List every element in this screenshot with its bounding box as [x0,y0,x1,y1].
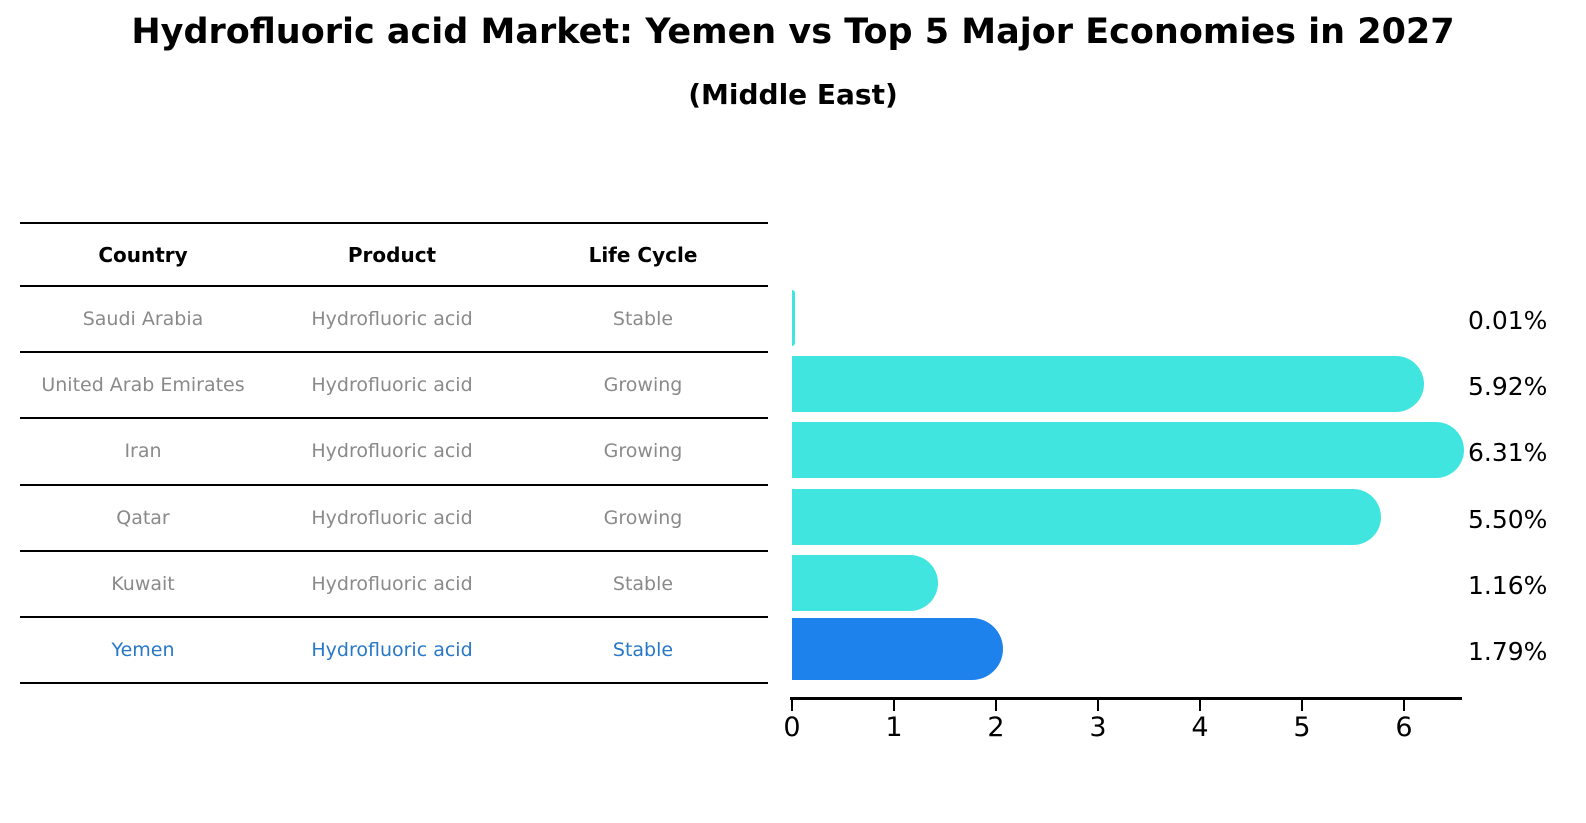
table-row-saudi-arabia: Saudi Arabia Hydrofluoric acid Stable [20,285,768,351]
value-label-qatar: 5.50% [1468,504,1548,534]
table-row-qatar: Qatar Hydrofluoric acid Growing [20,483,768,550]
x-tick [893,700,895,711]
country-cell: Iran [124,440,162,463]
chart-title: Hydrofluoric acid Market: Yemen vs Top 5… [131,12,1455,52]
value-label-iran: 6.31% [1468,438,1548,468]
country-cell: Saudi Arabia [82,308,204,331]
x-tick [1403,700,1405,711]
value-label-saudi-arabia: 0.01% [1468,306,1548,336]
x-tick-label: 2 [987,712,1005,743]
country-cell: Qatar [116,506,170,529]
x-tick [995,700,997,711]
product-cell: Hydrofluoric acid [311,506,473,529]
bar-qatar [792,488,1381,545]
x-tick [1097,700,1099,711]
x-tick-label: 6 [1395,712,1413,743]
country-cell: Yemen [111,639,175,662]
x-tick [791,700,793,711]
x-tick-label: 3 [1089,712,1107,743]
product-cell: Hydrofluoric acid [311,639,473,662]
country-cell: Kuwait [111,572,175,595]
table-row-iran: Iran Hydrofluoric acid Growing [20,417,768,483]
table-row-yemen: Yemen Hydrofluoric acid Stable [20,615,768,682]
column-header-country: Country [98,242,188,267]
product-cell: Hydrofluoric acid [311,440,473,463]
product-cell: Hydrofluoric acid [311,572,473,595]
country-cell: United Arab Emirates [41,374,245,397]
x-tick [1301,700,1303,711]
column-header-product: Product [347,242,437,267]
life-cycle-cell: Growing [603,440,683,463]
x-tick-label: 1 [885,712,903,743]
table-row-united-arab-emirates: United Arab Emirates Hydrofluoric acid G… [20,351,768,417]
x-tick-label: 5 [1293,712,1311,743]
life-cycle-cell: Stable [612,308,674,331]
life-cycle-cell: Stable [612,572,674,595]
chart-subtitle: (Middle East) [688,78,898,111]
x-tick [1199,700,1201,711]
x-tick-label: 0 [783,712,801,743]
bar-united-arab-emirates [792,356,1424,413]
bar-plot-area [792,285,1464,682]
product-cell: Hydrofluoric acid [311,308,473,331]
value-label-united-arab-emirates: 5.92% [1468,372,1548,402]
bar-iran [792,422,1464,479]
bar-yemen [792,617,1003,680]
life-cycle-cell: Stable [612,639,674,662]
table-header-row: Country Product Life Cycle [20,222,768,285]
life-cycle-cell: Growing [603,506,683,529]
bar-saudi-arabia [792,290,795,347]
value-label-kuwait: 1.16% [1468,570,1548,600]
x-tick-label: 4 [1191,712,1209,743]
country-table: Country Product Life Cycle Saudi Arabia … [20,222,768,685]
table-row-kuwait: Kuwait Hydrofluoric acid Stable [20,549,768,616]
column-header-life-cycle: Life Cycle [588,242,698,267]
bar-kuwait [792,554,939,611]
x-axis-line [790,697,1462,700]
value-label-yemen: 1.79% [1468,636,1548,666]
product-cell: Hydrofluoric acid [311,374,473,397]
life-cycle-cell: Growing [603,374,683,397]
